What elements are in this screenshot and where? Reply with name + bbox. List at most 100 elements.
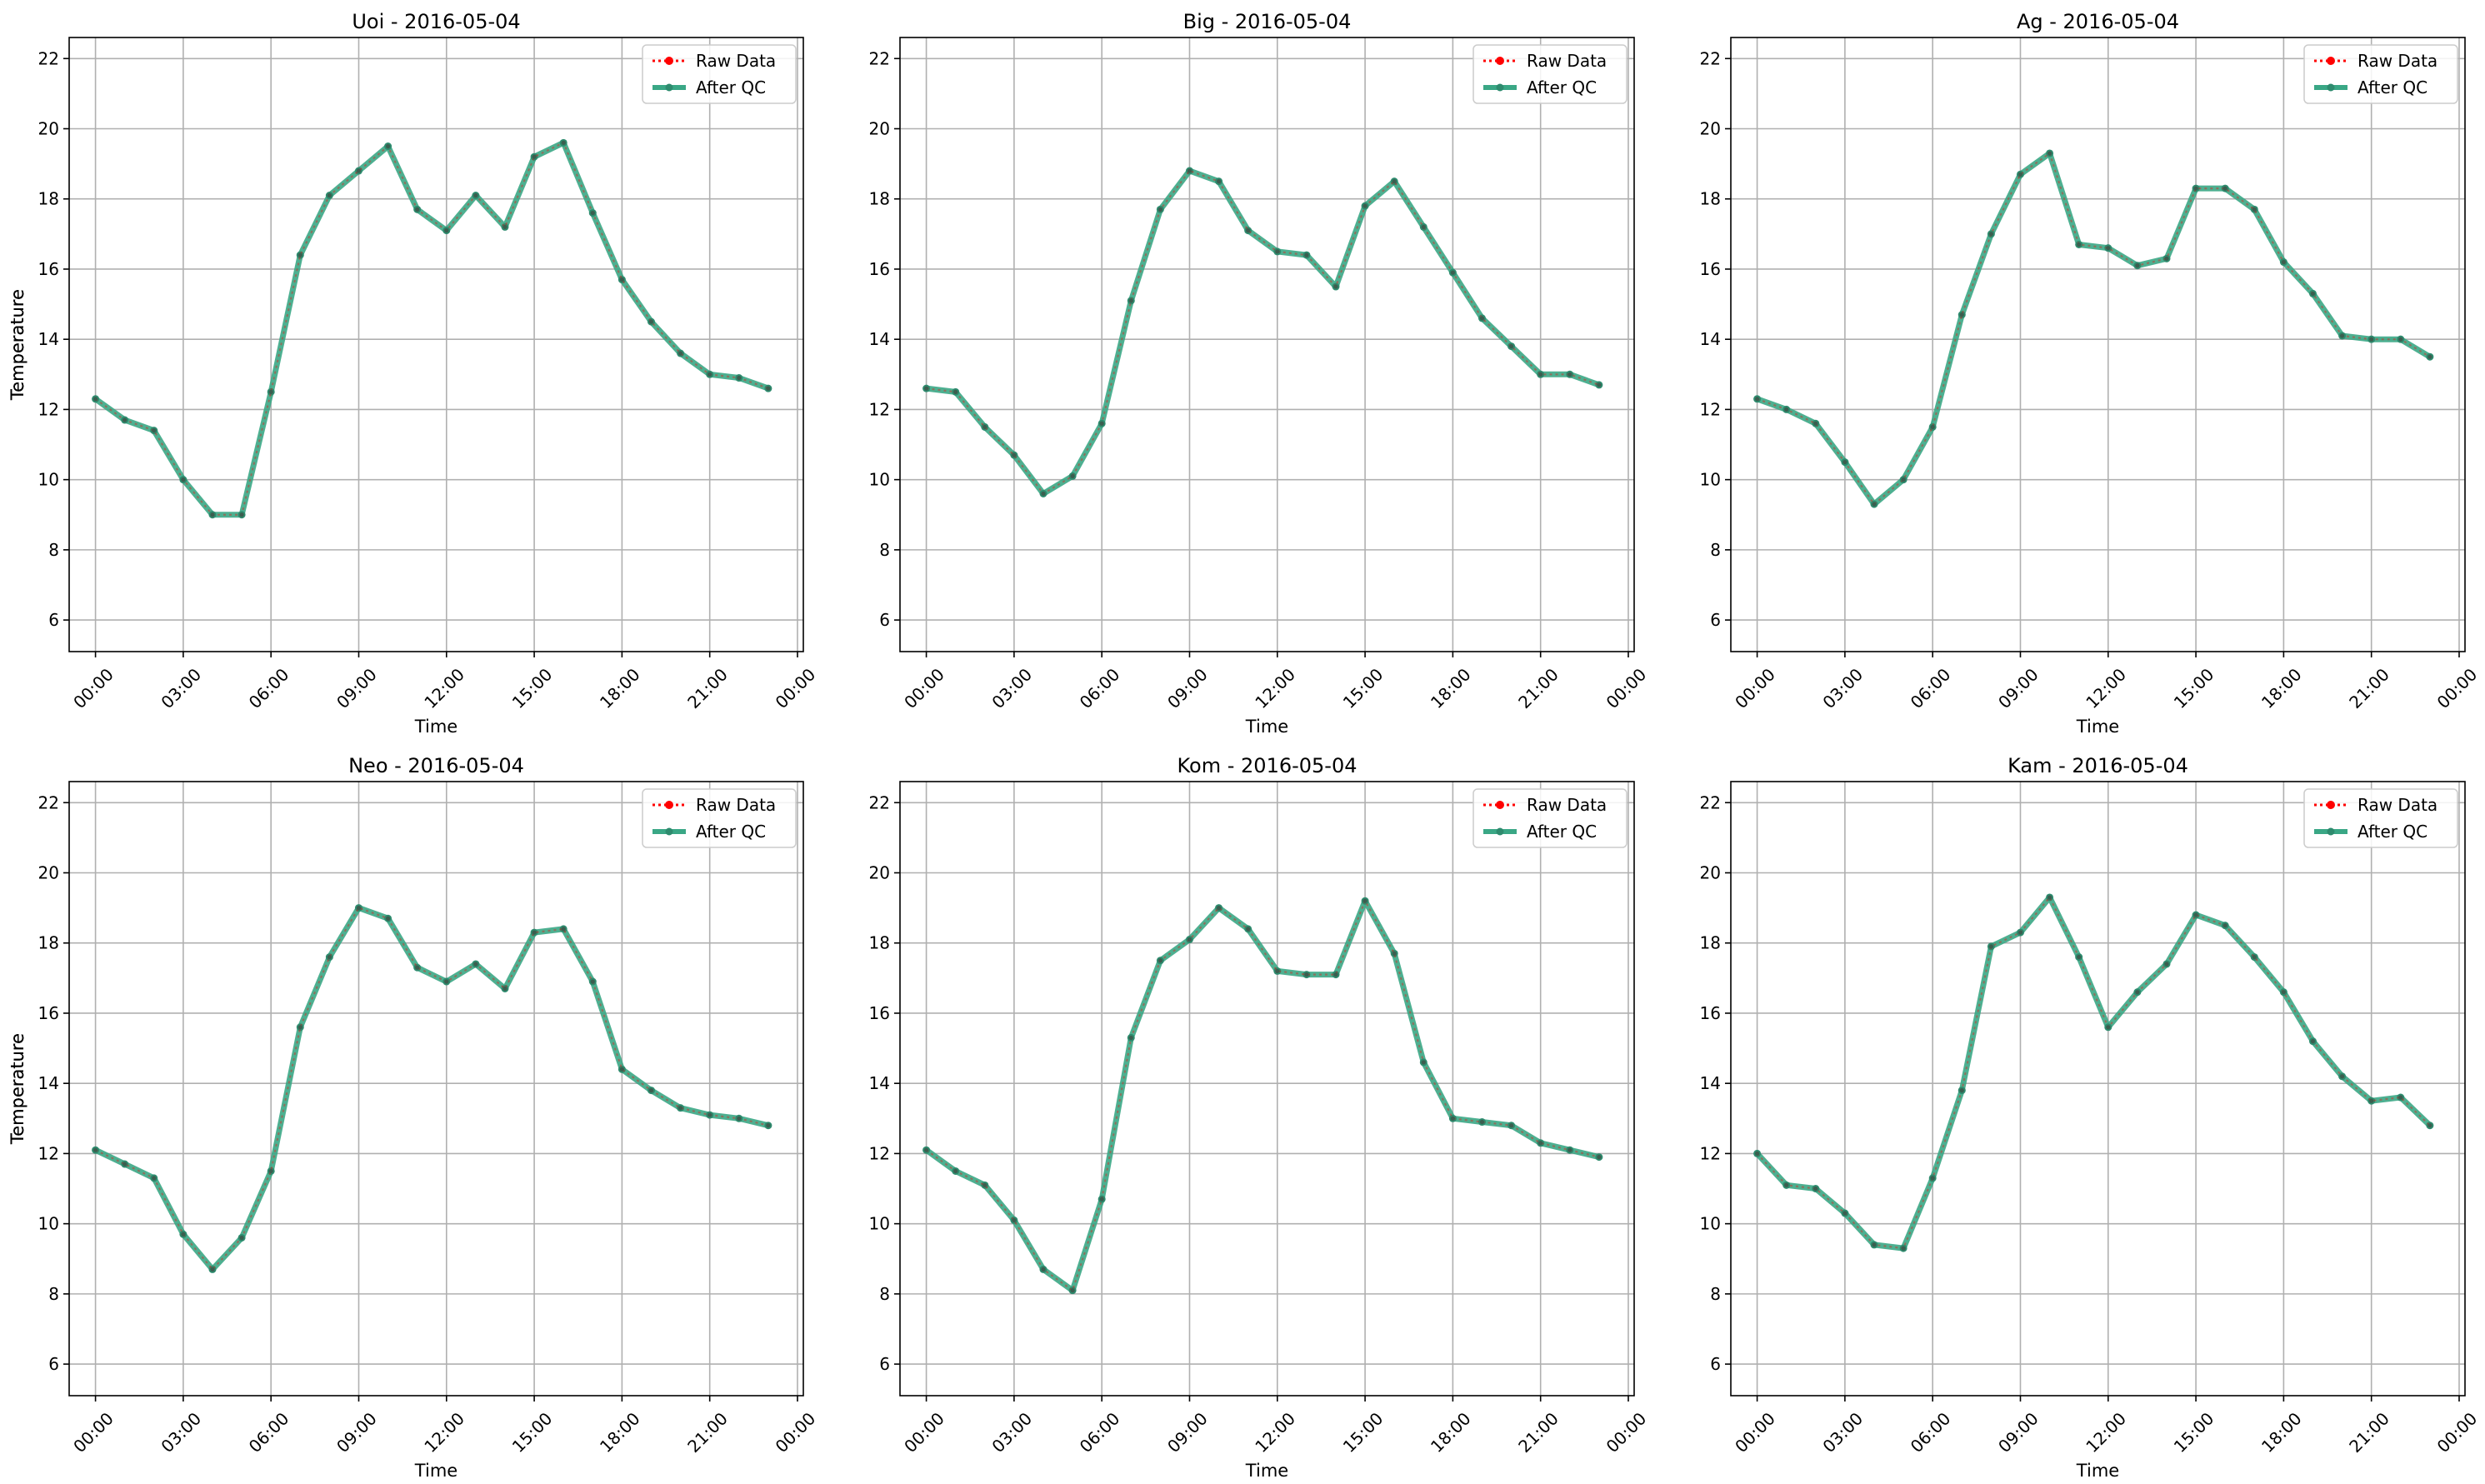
legend: Raw Data After QC — [1472, 788, 1628, 848]
legend: Raw Data After QC — [2303, 44, 2458, 104]
x-tick-label: 03:00 — [988, 1408, 1036, 1457]
y-tick-label: 22 — [38, 792, 59, 812]
y-tick-label: 18 — [869, 933, 890, 953]
raw-data-point — [2310, 291, 2316, 297]
raw-data-point — [678, 1106, 683, 1111]
x-tick-label: 21:00 — [2345, 1408, 2393, 1457]
raw-data-point — [1304, 252, 1309, 257]
axes-frame — [899, 37, 1635, 652]
raw-data-point — [590, 210, 595, 216]
raw-data-point — [1901, 1246, 1906, 1251]
raw-data-point — [1275, 968, 1280, 974]
raw-data-point — [2135, 990, 2140, 995]
chart-title: Kom - 2016-05-04 — [1178, 754, 1358, 777]
raw-data-point — [122, 417, 128, 422]
y-tick-label: 12 — [38, 1143, 59, 1163]
raw-data-point — [1479, 1119, 1485, 1125]
x-tick-label: 12:00 — [2082, 1408, 2130, 1457]
y-tick-label: 8 — [1710, 1284, 1721, 1304]
y-tick-label: 10 — [38, 1214, 59, 1234]
y-tick-label: 16 — [1700, 1003, 1721, 1023]
raw-data-point — [1872, 502, 1877, 507]
raw-data-point — [1450, 1116, 1455, 1121]
y-tick-label: 10 — [869, 470, 890, 490]
raw-data-point — [1421, 1060, 1426, 1065]
chart-title: Big - 2016-05-04 — [1183, 10, 1352, 33]
x-axis-label: Time — [414, 717, 458, 737]
raw-data-point — [1333, 284, 1338, 289]
x-tick-label: 00:00 — [1731, 1408, 1779, 1457]
raw-data-point — [590, 979, 595, 984]
x-tick-label: 18:00 — [596, 1408, 644, 1457]
raw-data-point — [1041, 1267, 1046, 1272]
x-tick-label: 06:00 — [1076, 1408, 1124, 1457]
raw-data-point — [708, 1112, 712, 1117]
legend: Raw Data After QC — [1472, 44, 1628, 104]
raw-data-point — [2369, 1098, 2374, 1103]
raw-data-point — [415, 207, 420, 212]
raw-data-point — [1784, 407, 1789, 412]
y-tick-label: 14 — [869, 329, 890, 349]
axes-frame — [899, 781, 1635, 1397]
raw-data-point — [766, 1123, 771, 1128]
x-tick-label: 09:00 — [1163, 664, 1212, 712]
y-tick-label: 22 — [1700, 48, 1721, 68]
raw-data-point — [2252, 207, 2257, 212]
y-tick-label: 12 — [869, 1143, 890, 1163]
y-tick-label: 18 — [38, 933, 59, 953]
y-tick-label: 14 — [1700, 1073, 1721, 1093]
raw-data-point — [181, 477, 186, 482]
x-tick-label: 00:00 — [69, 1408, 118, 1457]
after-qc-line — [923, 897, 1602, 1294]
raw-data-point — [953, 1168, 958, 1174]
x-tick-label: 18:00 — [1427, 664, 1475, 712]
raw-data-point — [2222, 923, 2228, 928]
raw-data-point — [473, 192, 478, 198]
raw-data-point — [2252, 954, 2257, 960]
raw-data-point — [1187, 937, 1192, 942]
raw-data-point — [1754, 1151, 1760, 1157]
raw-data-point — [1362, 203, 1368, 208]
y-axis-label: Temperature — [8, 289, 28, 401]
subplot-4: Kom - 2016-05-04 6 8 10 12 14 16 18 20 22 00:00 03:… — [8, 754, 1650, 1481]
x-axis-label: Time — [1245, 1461, 1288, 1481]
raw-data-point — [678, 351, 683, 356]
x-tick-label: 18:00 — [596, 664, 644, 712]
raw-data-point — [1158, 207, 1162, 212]
x-tick-label: 06:00 — [245, 664, 293, 712]
chart-title: Ag - 2016-05-04 — [2017, 10, 2179, 33]
raw-data-line — [925, 898, 1600, 1292]
raw-data-point — [356, 168, 362, 173]
x-tick-label: 03:00 — [157, 664, 205, 712]
raw-data-point — [181, 1232, 186, 1237]
after-qc-line — [92, 905, 772, 1272]
raw-data-point — [1421, 224, 1426, 230]
raw-data-point — [1842, 1211, 1848, 1216]
raw-data-point — [2193, 186, 2198, 191]
y-axis-label: Temperature — [8, 1033, 28, 1145]
raw-data-point — [152, 1176, 157, 1181]
y-tick-label: 22 — [1700, 792, 1721, 812]
legend: Raw Data After QC — [642, 788, 797, 848]
raw-data-point — [2106, 246, 2111, 251]
raw-data-point — [1754, 397, 1760, 402]
y-tick-label: 6 — [48, 610, 59, 630]
x-tick-label: 21:00 — [683, 664, 732, 712]
legend-raw-marker — [2327, 801, 2335, 809]
axes-frame — [68, 37, 804, 652]
y-tick-label: 16 — [38, 1003, 59, 1023]
raw-data-point — [1362, 898, 1368, 903]
y-tick-label: 16 — [869, 259, 890, 279]
raw-data-point — [923, 1147, 929, 1152]
legend: Raw Data After QC — [2303, 788, 2458, 848]
legend-qc-marker — [1496, 827, 1504, 836]
raw-data-point — [1070, 473, 1075, 479]
legend-qc-label: After QC — [696, 77, 766, 97]
legend-qc-label: After QC — [2358, 822, 2428, 842]
raw-data-point — [239, 512, 244, 517]
raw-data-point — [2047, 151, 2052, 156]
x-axis-label: Time — [2076, 1461, 2119, 1481]
raw-data-point — [561, 140, 566, 145]
after-qc-line — [923, 167, 1602, 497]
x-tick-label: 09:00 — [1994, 664, 2042, 712]
